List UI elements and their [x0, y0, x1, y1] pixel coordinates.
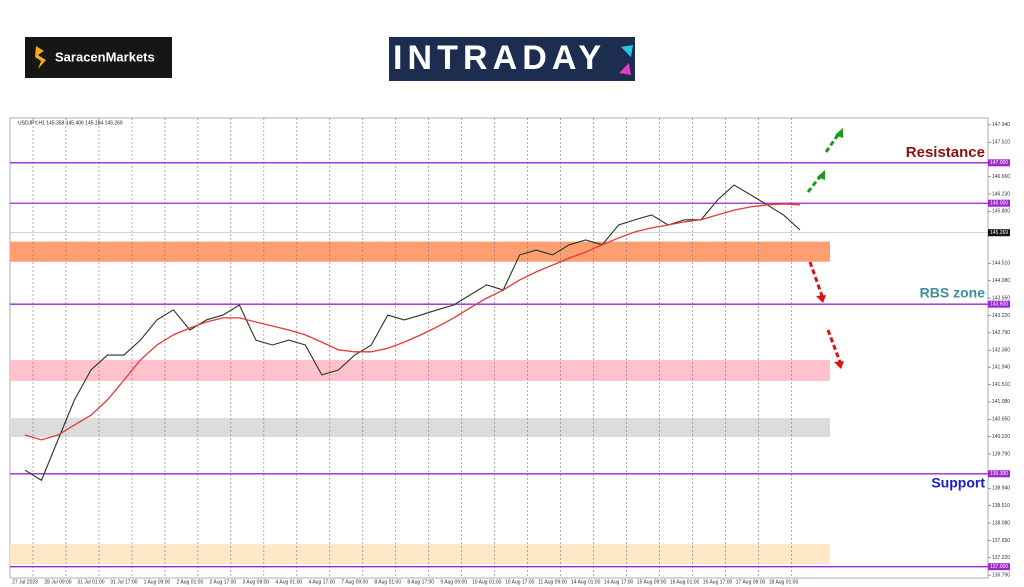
x-tick-label: 4 Aug 01:00 [275, 579, 302, 585]
zone [10, 418, 830, 438]
x-tick-label: 14 Aug 17:00 [604, 579, 634, 585]
y-tick-label: 138.080 [992, 520, 1010, 526]
level-label: 146.000 [990, 201, 1008, 207]
plot-frame [9, 117, 989, 579]
y-tick-label: 136.790 [992, 573, 1010, 579]
x-tick-label: 1 Aug 09:00 [144, 579, 171, 585]
logo-text: SaracenMarkets [55, 49, 155, 64]
level-box [988, 199, 1010, 207]
banner-arrow [610, 52, 631, 75]
y-tick-label: 143.220 [992, 313, 1010, 319]
y-tick-label: 137.650 [992, 538, 1010, 544]
x-tick-label: 3 Aug 09:00 [242, 579, 269, 585]
chart-title: USDJPY,H1 145.358 145.406 145.184 145.26… [18, 120, 123, 126]
x-tick-label: 11 Aug 09:00 [538, 579, 567, 585]
y-tick-label: 138.940 [992, 486, 1010, 492]
y-tick-label: 140.220 [992, 434, 1010, 440]
x-tick-label: 9 Aug 09:00 [440, 579, 467, 585]
level-label: 139.300 [990, 471, 1008, 477]
logo-icon [35, 46, 46, 69]
y-tick-label: 141.940 [992, 365, 1010, 371]
y-tick-label: 140.650 [992, 417, 1010, 423]
arrow-heads [816, 295, 844, 369]
y-tick-label: 144.080 [992, 278, 1010, 284]
banner-arrow [606, 45, 633, 74]
zone [10, 359, 830, 381]
level-box [988, 470, 1010, 478]
level-box [988, 300, 1010, 308]
level-label: 137.000 [990, 564, 1008, 570]
annotation: RBS zone [920, 285, 986, 301]
y-tick-label: 143.650 [992, 295, 1010, 301]
x-tick-label: 10 Aug 01:00 [472, 579, 502, 585]
x-tick-label: 14 Aug 01:00 [571, 579, 601, 585]
logo-box [25, 37, 172, 78]
y-tick-label: 142.360 [992, 348, 1010, 354]
y-tick-label: 147.940 [992, 122, 1010, 128]
y-tick-label: 138.510 [992, 503, 1010, 509]
x-tick-label: 16 Aug 17:00 [703, 579, 733, 585]
x-tick-label: 2 Aug 17:00 [210, 579, 237, 585]
x-tick-label: 4 Aug 17:00 [308, 579, 335, 585]
x-tick-label: 7 Aug 09:00 [341, 579, 368, 585]
y-tick-label: 141.510 [992, 382, 1010, 388]
level-label: 143.500 [990, 302, 1008, 308]
x-tick-label: 28 Jul 09:00 [44, 579, 71, 585]
x-tick-label: 8 Aug 17:00 [407, 579, 434, 585]
x-tick-label: 15 Aug 09:00 [637, 579, 667, 585]
annotation: Support [931, 475, 985, 491]
last-price-box [988, 229, 1010, 237]
y-tick-label: 142.790 [992, 330, 1010, 336]
x-tick-label: 2 Aug 01:00 [177, 579, 204, 585]
x-tick-label: 8 Aug 01:00 [374, 579, 401, 585]
y-tick-label: 139.790 [992, 451, 1010, 457]
price-line [24, 203, 801, 441]
y-tick-label: 145.800 [992, 209, 1010, 215]
arrow-down [826, 329, 842, 363]
y-tick-label: 144.510 [992, 261, 1010, 267]
x-tick-label: 31 Jul 01:00 [77, 579, 104, 585]
banner-box [389, 37, 635, 81]
zone [10, 544, 830, 565]
y-tick-label: 146.230 [992, 191, 1010, 197]
last-price-label: 145.269 [990, 230, 1008, 236]
x-tick-label: 27 Jul 2023 [12, 579, 38, 585]
annotation: Resistance [906, 144, 985, 161]
level-box [988, 159, 1010, 167]
y-tick-label: 147.510 [992, 140, 1010, 146]
level-box [988, 563, 1010, 571]
level-label: 147.000 [990, 160, 1008, 166]
x-tick-label: 17 Aug 09:00 [736, 579, 766, 585]
x-tick-label: 18 Aug 01:00 [769, 579, 799, 585]
zone [10, 241, 830, 262]
x-tick-label: 31 Jul 17:00 [110, 579, 137, 585]
arrow-down [808, 261, 824, 297]
arrow-heads [817, 128, 843, 180]
y-tick-label: 141.080 [992, 399, 1010, 405]
x-tick-label: 10 Aug 17:00 [505, 579, 535, 585]
y-tick-label: 146.660 [992, 174, 1010, 180]
banner-text: INTRADAY [393, 39, 601, 77]
y-tick-label: 137.220 [992, 555, 1010, 561]
x-tick-label: 16 Aug 01:00 [670, 579, 700, 585]
